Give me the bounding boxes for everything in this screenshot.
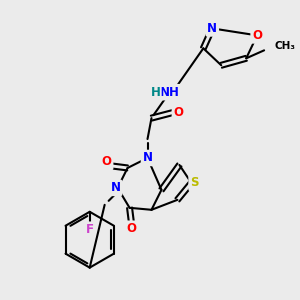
Text: S: S [190, 176, 199, 189]
Text: CH₃: CH₃ [274, 41, 295, 51]
Text: F: F [86, 223, 94, 236]
Text: N: N [207, 22, 217, 35]
Text: O: O [252, 29, 262, 42]
Text: O: O [127, 222, 136, 235]
Text: N: N [111, 182, 121, 194]
Text: H: H [151, 86, 160, 99]
Text: NH: NH [160, 86, 179, 99]
Text: O: O [173, 106, 183, 118]
Text: O: O [102, 155, 112, 169]
Text: N: N [142, 152, 152, 164]
